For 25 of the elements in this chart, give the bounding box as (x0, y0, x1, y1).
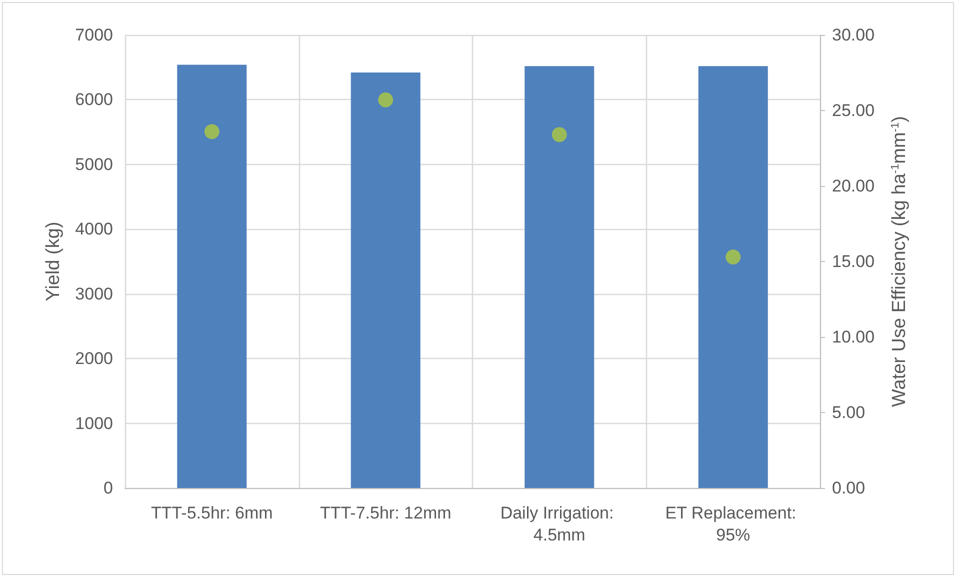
y-axis-title: Yield (kg) (43, 222, 64, 302)
point (204, 124, 220, 140)
y2-tick-label: 15.00 (832, 252, 875, 271)
y2-tick-label: 30.00 (832, 26, 875, 44)
y2-tick-label: 5.00 (832, 403, 866, 422)
y-tick-label: 4000 (75, 220, 113, 239)
y-tick-label: 1000 (75, 414, 113, 433)
y2-axis-title: Water Use Efficiency (kg ha-1mm-1) (889, 116, 910, 407)
y-tick-label: 2000 (75, 349, 113, 368)
point (552, 127, 567, 142)
y-tick-label: 5000 (75, 154, 113, 174)
y-tick-label: 0 (104, 478, 113, 498)
y-tick-label: 7000 (75, 26, 113, 44)
x-tick-label: ET Replacement: 95% (665, 504, 802, 544)
y2-tick-label: 20.00 (832, 176, 875, 196)
y2-tick-label: 0.00 (832, 478, 866, 498)
point (378, 92, 394, 108)
y2-tick-label: 10.00 (832, 328, 875, 346)
x-tick-label: Daily Irrigation: 4.5mm (500, 504, 618, 544)
x-tick-label: TTT-7.5hr: 12mm (320, 504, 452, 522)
x-tick-label: TTT-5.5hr: 6mm (150, 504, 273, 522)
y2-tick-label: 25.00 (832, 101, 875, 120)
y-tick-label: 3000 (75, 284, 113, 304)
point (726, 249, 741, 264)
y-tick-label: 6000 (75, 90, 113, 110)
